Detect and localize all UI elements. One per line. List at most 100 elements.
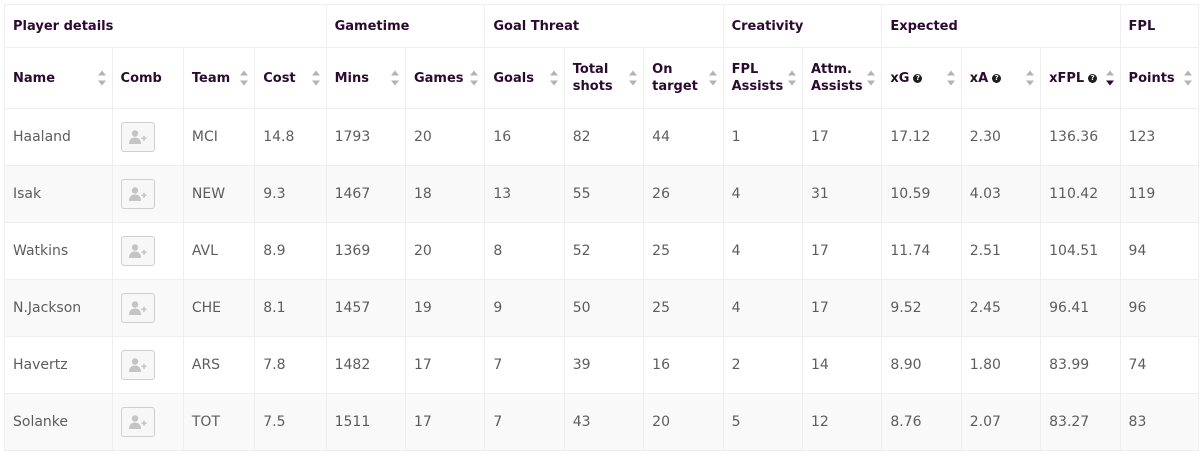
- cell-on-target: 26: [643, 165, 724, 223]
- cell-name: Solanke: [4, 393, 113, 451]
- cell-xg: 9.52: [881, 279, 962, 337]
- cell-cost: 7.5: [254, 393, 327, 451]
- group-header-goal-threat: Goal Threat: [484, 4, 724, 48]
- cell-attm-assists: 17: [801, 279, 883, 337]
- cell-xg: 17.12: [881, 108, 962, 166]
- column-header-xg[interactable]: xG?: [881, 47, 962, 109]
- add-to-comparison-button[interactable]: [120, 179, 155, 209]
- column-header-label: Team: [191, 70, 231, 86]
- cell-xa: 1.80: [960, 336, 1042, 394]
- cell-xfpl: 96.41: [1040, 279, 1121, 337]
- question-circle-icon[interactable]: ?: [1088, 73, 1098, 83]
- column-header-mins[interactable]: Mins: [325, 47, 406, 109]
- column-header-label: FPL Assists: [731, 62, 784, 94]
- cell-fpl-assists: 4: [722, 165, 803, 223]
- column-header-label: Games: [413, 70, 464, 86]
- cell-team: ARS: [182, 336, 256, 394]
- cell-on-target: 44: [643, 108, 724, 166]
- cell-fpl-assists: 5: [722, 393, 803, 451]
- question-circle-icon[interactable]: ?: [992, 73, 1002, 83]
- sort-arrows-icon[interactable]: [470, 70, 479, 86]
- cell-games: 18: [404, 165, 486, 223]
- sort-arrows-icon[interactable]: [311, 70, 321, 86]
- column-header-label: xG: [890, 70, 910, 86]
- column-header-team[interactable]: Team: [182, 47, 256, 109]
- group-header-gametime: Gametime: [325, 4, 486, 48]
- add-to-comparison-button[interactable]: [120, 350, 155, 380]
- column-header-games[interactable]: Games: [404, 47, 486, 109]
- column-header-shots[interactable]: Total shots: [563, 47, 645, 109]
- cell-games: 17: [404, 393, 486, 451]
- cell-xfpl: 83.99: [1040, 336, 1121, 394]
- column-header-label: Comb: [120, 70, 162, 86]
- add-to-comparison-button[interactable]: [120, 407, 155, 437]
- column-header-label: Attm. Assists: [810, 62, 863, 94]
- cell-name: Watkins: [4, 222, 113, 280]
- sort-descending-icon[interactable]: [1105, 70, 1115, 86]
- sort-arrows-icon[interactable]: [1026, 70, 1035, 86]
- cell-xa: 2.51: [960, 222, 1042, 280]
- cell-comb: [111, 279, 184, 337]
- table-row: Haaland MCI 14.8 1793 20 16 82 44 1 17 17.12 2.30 13…: [4, 108, 1200, 166]
- add-user-icon: [128, 414, 148, 430]
- column-header-on-target[interactable]: On target: [643, 47, 724, 109]
- column-header-fpl-assists[interactable]: FPL Assists: [722, 47, 803, 109]
- sort-arrows-icon[interactable]: [549, 70, 559, 86]
- cell-xa: 2.30: [960, 108, 1042, 166]
- sort-arrows-icon[interactable]: [629, 70, 638, 86]
- column-header-attm-assists[interactable]: Attm. Assists: [801, 47, 883, 109]
- column-header-label: Name: [13, 70, 56, 86]
- cell-attm-assists: 17: [801, 108, 883, 166]
- add-user-icon: [128, 243, 148, 259]
- question-circle-icon[interactable]: ?: [913, 73, 923, 83]
- column-header-xfpl[interactable]: xFPL?: [1040, 47, 1121, 109]
- cell-attm-assists: 12: [801, 393, 883, 451]
- cell-name: N.Jackson: [4, 279, 113, 337]
- cell-team: CHE: [182, 279, 256, 337]
- cell-mins: 1467: [325, 165, 406, 223]
- add-to-comparison-button[interactable]: [120, 236, 155, 266]
- table-row: Havertz ARS 7.8 1482 17 7 39 16 2 14 8.90 1.80 83.99…: [4, 336, 1200, 394]
- sort-arrows-icon[interactable]: [240, 70, 249, 86]
- column-header-cost[interactable]: Cost: [254, 47, 327, 109]
- sort-arrows-icon[interactable]: [787, 70, 797, 86]
- column-header-goals[interactable]: Goals: [484, 47, 565, 109]
- table-row: N.Jackson CHE 8.1 1457 19 9 50 25 4 17 9.52 2.45 96.…: [4, 279, 1200, 337]
- cell-xfpl: 136.36: [1040, 108, 1121, 166]
- column-header-comb: Comb: [111, 47, 184, 109]
- cell-cost: 8.1: [254, 279, 327, 337]
- table-row: Solanke TOT 7.5 1511 17 7 43 20 5 12 8.76 2.07 83.27…: [4, 393, 1200, 451]
- cell-mins: 1457: [325, 279, 406, 337]
- cell-comb: [111, 393, 184, 451]
- cell-fpl-assists: 1: [722, 108, 803, 166]
- cell-xfpl: 104.51: [1040, 222, 1121, 280]
- column-header-points[interactable]: Points: [1119, 47, 1200, 109]
- cell-points: 96: [1119, 279, 1200, 337]
- column-header-name[interactable]: Name: [4, 47, 113, 109]
- cell-shots: 55: [563, 165, 645, 223]
- cell-name: Isak: [4, 165, 113, 223]
- sort-arrows-icon[interactable]: [97, 70, 107, 86]
- cell-cost: 9.3: [254, 165, 327, 223]
- cell-team: MCI: [182, 108, 256, 166]
- sort-arrows-icon[interactable]: [867, 70, 876, 86]
- cell-on-target: 25: [643, 279, 724, 337]
- cell-attm-assists: 31: [801, 165, 883, 223]
- column-header-xa[interactable]: xA?: [960, 47, 1042, 109]
- cell-fpl-assists: 2: [722, 336, 803, 394]
- cell-cost: 8.9: [254, 222, 327, 280]
- sort-arrows-icon[interactable]: [708, 70, 718, 86]
- cell-comb: [111, 165, 184, 223]
- sort-arrows-icon[interactable]: [1184, 70, 1193, 86]
- cell-shots: 50: [563, 279, 645, 337]
- cell-shots: 39: [563, 336, 645, 394]
- add-to-comparison-button[interactable]: [120, 122, 155, 152]
- cell-on-target: 25: [643, 222, 724, 280]
- table-row: Isak NEW 9.3 1467 18 13 55 26 4 31 10.59 4.03 110.42…: [4, 165, 1200, 223]
- column-header-label: Goals: [493, 70, 534, 86]
- cell-goals: 7: [484, 336, 565, 394]
- sort-arrows-icon[interactable]: [390, 70, 400, 86]
- add-to-comparison-button[interactable]: [120, 293, 155, 323]
- sort-arrows-icon[interactable]: [946, 70, 956, 86]
- cell-points: 74: [1119, 336, 1200, 394]
